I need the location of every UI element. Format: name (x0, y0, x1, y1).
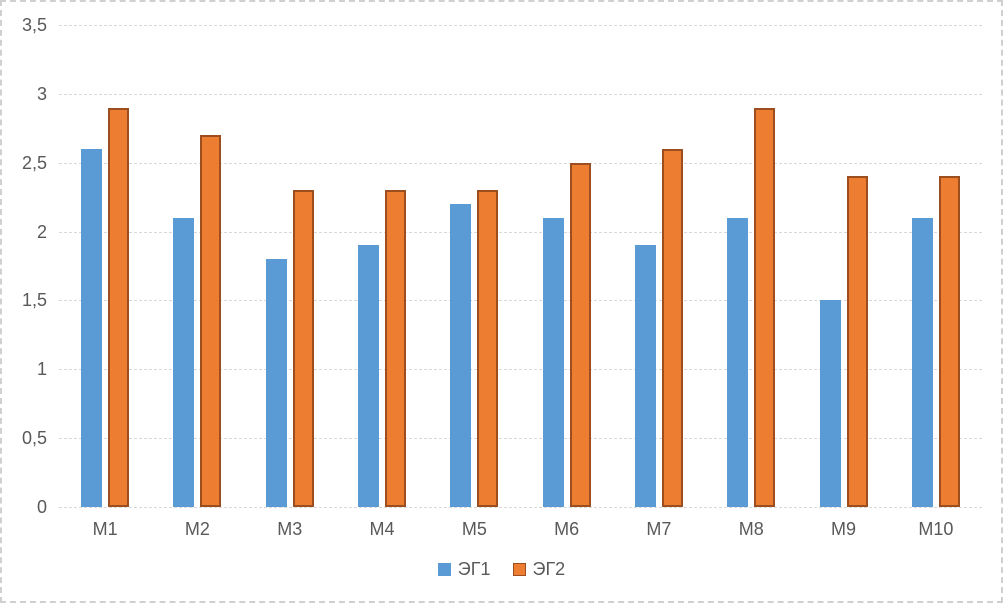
gridline (59, 507, 982, 508)
legend: ЭГ1 ЭГ2 (2, 559, 1001, 580)
y-axis-tick-label: 2 (36, 221, 47, 242)
bar-eg2-m9 (846, 176, 868, 507)
y-axis-tick-label: 0 (36, 497, 47, 517)
gridline (59, 438, 982, 440)
x-axis-label-m9: М9 (831, 519, 857, 539)
legend-swatch-eg2-icon (512, 563, 526, 576)
legend-swatch-eg1-icon (437, 563, 451, 576)
x-axis-label-m7: М7 (646, 519, 672, 539)
bar-eg1-m5 (450, 204, 472, 507)
bar-eg2-m2 (200, 135, 222, 507)
bar-eg2-m5 (477, 190, 499, 507)
x-axis-label-m8: М8 (738, 519, 764, 539)
bar-eg2-m8 (754, 107, 776, 507)
legend-label-eg1: ЭГ1 (457, 559, 491, 579)
bar-eg1-m9 (819, 300, 841, 507)
bar-eg1-m4 (358, 245, 380, 507)
x-axis-label-m1: М1 (92, 519, 118, 539)
x-axis-label-m4: М4 (369, 519, 395, 539)
legend-label-eg2: ЭГ2 (532, 559, 566, 579)
x-axis-label-m3: М3 (277, 519, 303, 539)
bar-eg2-m4 (385, 190, 407, 507)
bar-eg1-m8 (727, 217, 749, 507)
bar-eg1-m3 (265, 259, 287, 507)
x-axis-label-m2: М2 (184, 519, 210, 539)
bar-eg1-m7 (634, 245, 656, 507)
legend-item-eg2: ЭГ2 (512, 559, 566, 580)
bar-eg2-m1 (108, 107, 130, 507)
gridline (59, 162, 982, 164)
gridline (59, 93, 982, 95)
y-axis-tick-label: 3,5 (21, 15, 47, 35)
bar-eg1-m1 (81, 148, 103, 507)
bar-eg2-m6 (569, 162, 591, 507)
bar-eg2-m3 (292, 190, 314, 507)
y-axis-tick-label: 1 (36, 359, 47, 380)
x-axis-label-m5: М5 (461, 519, 487, 539)
bar-eg1-m10 (911, 217, 933, 507)
y-axis-tick-label: 2,5 (21, 152, 47, 173)
bar-eg2-m7 (661, 148, 683, 507)
gridline (59, 25, 982, 26)
y-axis-tick-label: 0,5 (21, 428, 47, 449)
x-axis-label-m6: М6 (554, 519, 580, 539)
legend-item-eg1: ЭГ1 (437, 559, 491, 580)
bar-eg2-m10 (938, 176, 960, 507)
y-axis-tick-label: 3 (36, 83, 47, 104)
gridline (59, 369, 982, 371)
bar-eg1-m6 (542, 217, 564, 507)
gridline (59, 300, 982, 302)
y-axis-tick-label: 1,5 (21, 290, 47, 311)
x-axis-label-m10: М10 (918, 519, 954, 539)
gridline (59, 231, 982, 233)
bar-eg1-m2 (173, 217, 195, 507)
